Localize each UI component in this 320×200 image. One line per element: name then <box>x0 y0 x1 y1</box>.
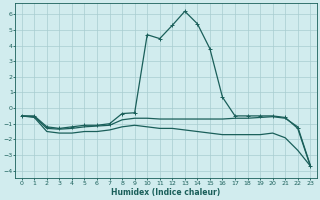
X-axis label: Humidex (Indice chaleur): Humidex (Indice chaleur) <box>111 188 220 197</box>
